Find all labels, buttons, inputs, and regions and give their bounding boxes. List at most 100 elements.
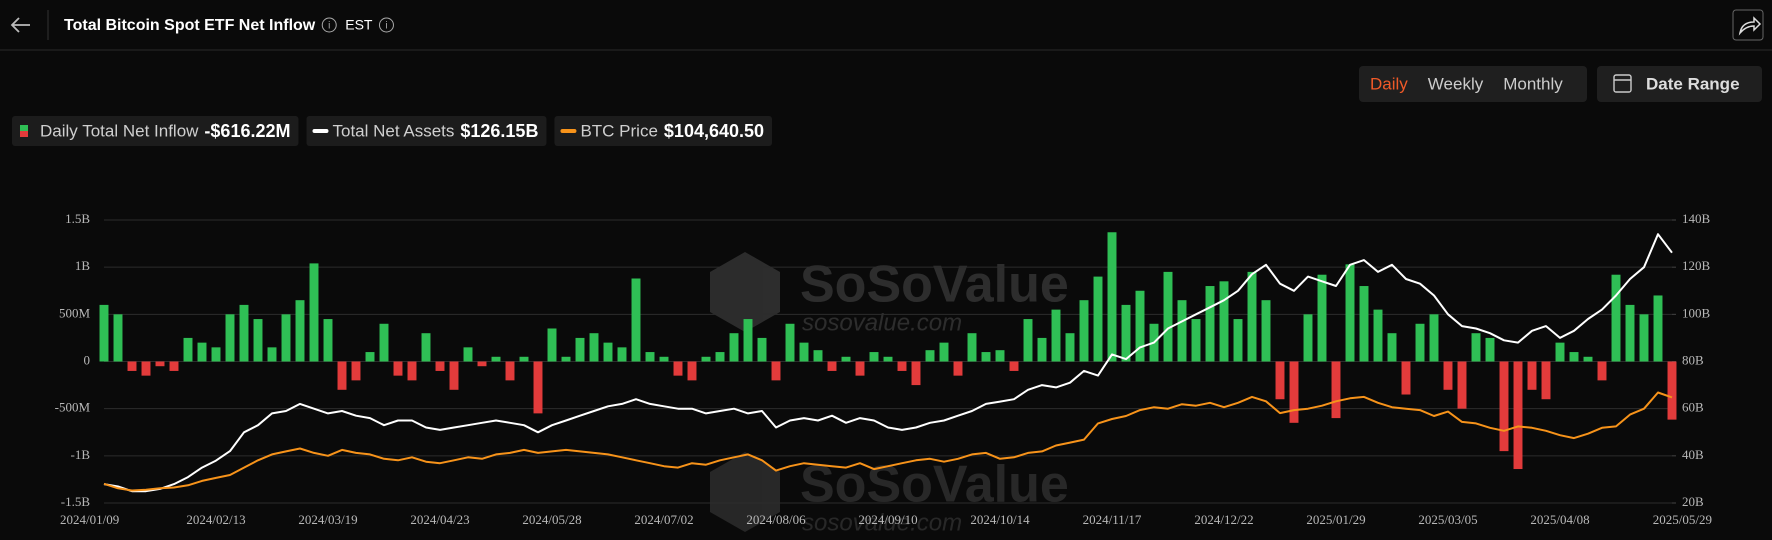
legend-value: -$616.22M xyxy=(204,121,290,141)
y-tick-label: 500M xyxy=(59,305,91,320)
bar xyxy=(1443,361,1453,390)
bar xyxy=(449,361,459,390)
x-tick-label: 2024/01/09 xyxy=(60,512,119,527)
timezone: EST xyxy=(345,17,373,33)
bar xyxy=(393,361,403,376)
bar xyxy=(1527,361,1537,390)
bar xyxy=(1611,274,1621,362)
bar xyxy=(267,347,277,362)
bar xyxy=(1205,286,1215,362)
bar xyxy=(1387,333,1397,362)
period-switch xyxy=(1359,66,1587,102)
x-tick-label: 2024/10/14 xyxy=(970,512,1030,527)
bar xyxy=(1415,323,1425,362)
legend-label: BTC Price xyxy=(580,121,657,140)
bar xyxy=(239,304,249,362)
svg-text:i: i xyxy=(328,21,330,32)
period-button[interactable]: Monthly xyxy=(1503,74,1563,93)
bar xyxy=(1569,352,1579,362)
bar xyxy=(337,361,347,390)
y2-tick-label: 120B xyxy=(1682,258,1711,273)
back-button[interactable] xyxy=(10,17,30,33)
bar xyxy=(1163,271,1173,362)
bar xyxy=(659,356,669,362)
bar xyxy=(603,342,613,362)
bar xyxy=(771,361,781,381)
bar xyxy=(365,352,375,362)
y2-tick-label: 60B xyxy=(1682,400,1704,415)
legend-label: Daily Total Net Inflow xyxy=(40,121,199,140)
bar xyxy=(561,356,571,362)
bar xyxy=(1317,274,1327,362)
bar xyxy=(869,352,879,362)
x-tick-label: 2024/02/13 xyxy=(186,512,245,527)
bar xyxy=(323,319,333,362)
bar xyxy=(995,350,1005,362)
info-icon[interactable]: i xyxy=(321,17,337,33)
svg-text:i: i xyxy=(385,21,387,32)
bar xyxy=(1093,276,1103,362)
bar xyxy=(1121,304,1131,362)
bar xyxy=(1023,319,1033,362)
bar xyxy=(757,337,767,362)
bar xyxy=(379,323,389,362)
bar xyxy=(1499,361,1509,452)
bar xyxy=(169,361,179,371)
bar xyxy=(1401,361,1411,395)
legend-swatch xyxy=(20,131,28,137)
x-tick-label: 2024/03/19 xyxy=(298,512,357,527)
legend-chip xyxy=(12,116,299,146)
bar xyxy=(1303,314,1313,362)
bar xyxy=(631,278,641,362)
watermark-brand: SoSoValue xyxy=(800,256,1069,314)
y2-tick-label: 20B xyxy=(1682,494,1704,509)
bar xyxy=(281,314,291,362)
legend-value: $126.15B xyxy=(460,121,538,141)
bar xyxy=(1219,281,1229,362)
legend-swatch xyxy=(20,125,28,131)
bar xyxy=(1555,342,1565,362)
bar xyxy=(1107,232,1117,362)
y-tick-label: 1.5B xyxy=(65,211,90,226)
bar xyxy=(1009,361,1019,371)
info-icon[interactable]: i xyxy=(378,17,394,33)
bar xyxy=(701,356,711,362)
bar xyxy=(617,347,627,362)
bar xyxy=(1247,271,1257,362)
bar xyxy=(687,361,697,381)
bar xyxy=(505,361,515,381)
bar xyxy=(813,350,823,362)
watermark-brand: SoSoValue xyxy=(800,456,1069,514)
legend-value: $104,640.50 xyxy=(664,121,764,141)
bar xyxy=(547,328,557,362)
x-tick-label: 2024/05/28 xyxy=(522,512,581,527)
y2-tick-label: 100B xyxy=(1682,305,1711,320)
bar xyxy=(575,337,585,362)
period-button[interactable]: Weekly xyxy=(1428,74,1484,93)
legend-item: Daily Total Net Inflow -$616.22M xyxy=(12,116,299,146)
share-button[interactable] xyxy=(1732,9,1764,41)
y2-tick-label: 40B xyxy=(1682,447,1704,462)
bar xyxy=(715,352,725,362)
legend-item: BTC Price $104,640.50 xyxy=(554,116,773,146)
bar xyxy=(1485,337,1495,362)
page-title: Total Bitcoin Spot ETF Net Inflow xyxy=(64,17,316,34)
bar xyxy=(435,361,445,371)
bar xyxy=(463,347,473,362)
x-tick-label: 2025/04/08 xyxy=(1530,512,1589,527)
bar xyxy=(1513,361,1523,470)
legend-item: Total Net Assets $126.15B xyxy=(306,116,547,146)
x-tick-label: 2025/01/29 xyxy=(1306,512,1365,527)
bar xyxy=(1275,361,1285,400)
x-tick-label: 2024/12/22 xyxy=(1194,512,1253,527)
bar xyxy=(827,361,837,371)
bar xyxy=(799,342,809,362)
legend-chip xyxy=(554,116,773,146)
bar xyxy=(1639,314,1649,362)
bar xyxy=(155,361,165,367)
bar xyxy=(1667,361,1677,420)
period-button[interactable]: Daily xyxy=(1370,74,1408,93)
date-range-button[interactable]: Date Range xyxy=(1597,66,1762,102)
x-tick-label: 2024/04/23 xyxy=(410,512,469,527)
bar xyxy=(1457,361,1467,409)
